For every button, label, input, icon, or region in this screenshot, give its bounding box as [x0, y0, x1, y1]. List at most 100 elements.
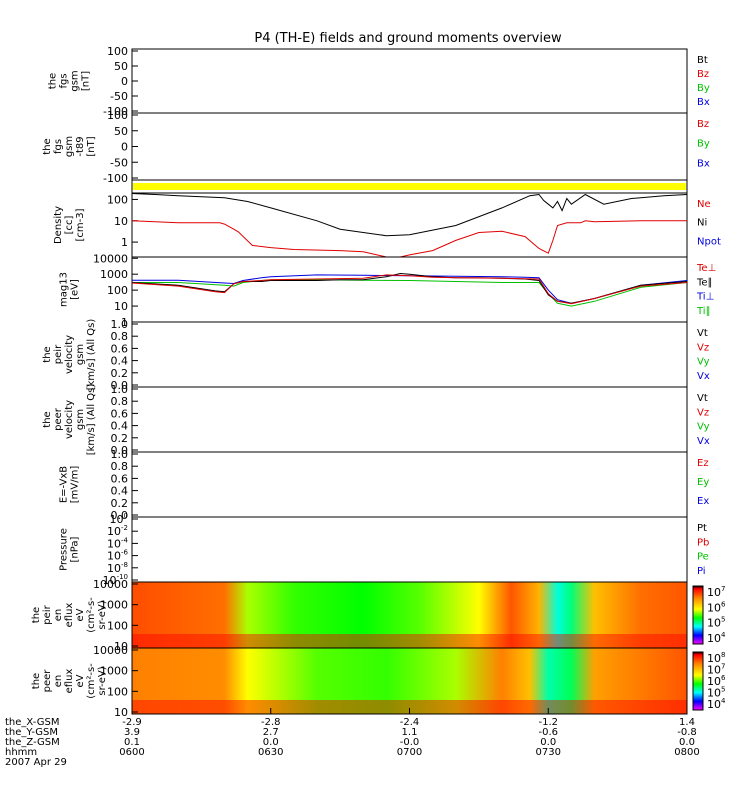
legend-Vy: Vy: [697, 422, 710, 433]
time-row-value: -0.8: [677, 727, 697, 738]
y-tick-label: -100: [103, 172, 128, 185]
y-axis-label: mag13: [59, 272, 70, 307]
panel-peer_velocity: 1.00.80.60.40.20.0 the peer velocity gsm [km/…: [42, 383, 710, 457]
y-tick-label: 0.0: [111, 444, 129, 457]
y-axis-label: [nT]: [86, 136, 97, 156]
colorbar-tick: 108: [707, 651, 725, 665]
y-tick-label: 10-8: [107, 561, 128, 575]
y-tick-label: 10: [114, 300, 128, 313]
series-Ne: [131, 220, 687, 258]
y-axis-label: [cm-3]: [75, 208, 86, 241]
legend-Ti⊥: Ti⊥: [696, 292, 714, 303]
y-tick-label: 0.8: [111, 330, 129, 343]
colorbar-tick: 104: [707, 697, 726, 711]
y-tick-label: 0.8: [111, 460, 129, 473]
series-Ti∥: [132, 279, 688, 307]
colorbar: [692, 651, 704, 711]
legend-Te∥: Te∥: [696, 277, 713, 288]
time-row-label: the_X-GSM: [5, 717, 59, 728]
panel-frame: [131, 48, 688, 114]
low-energy-band: [132, 634, 687, 648]
legend-Npot: Npot: [697, 236, 721, 247]
y-axis-label: the: [42, 138, 53, 154]
y-tick-label: 0: [121, 75, 128, 88]
panel-frame: [131, 192, 688, 258]
y-axis-label: sr-eV): [97, 666, 108, 695]
time-row-value: 0700: [397, 747, 422, 758]
time-row-value: 0730: [536, 747, 561, 758]
y-axis-label: the: [42, 411, 53, 427]
y-axis-label: en: [53, 675, 64, 688]
y-tick-label: 50: [114, 60, 128, 73]
y-tick-label: 100: [107, 193, 128, 206]
colorbar: [692, 585, 704, 645]
legend-Bx: Bx: [697, 158, 710, 169]
series-Ni: [131, 193, 688, 237]
y-tick-label: 0.6: [111, 407, 129, 420]
y-axis-label: the: [42, 346, 53, 362]
y-tick-label: 0.8: [111, 395, 129, 408]
y-tick-label: 10: [114, 215, 128, 228]
legend-Pb: Pb: [697, 537, 709, 548]
chart-title: P4 (TH-E) fields and ground moments over…: [254, 31, 562, 46]
y-axis-label: gsm: [64, 136, 75, 157]
legend-Te⊥: Te⊥: [696, 263, 716, 274]
y-tick-label: 50: [114, 125, 128, 138]
state-bar: [133, 183, 686, 190]
legend-Pe: Pe: [697, 552, 709, 563]
panel-frame: [131, 386, 688, 453]
panel-peir_velocity: 1.00.80.60.40.20.0 the peir velocity gsm [km/…: [42, 318, 710, 392]
y-tick-label: 0.6: [111, 342, 129, 355]
legend-Ni: Ni: [697, 218, 707, 229]
legend-Bt: Bt: [697, 55, 708, 66]
legend-Bz: Bz: [697, 119, 709, 130]
y-axis-label: eV: [75, 674, 86, 687]
y-tick-label: 10-4: [107, 536, 129, 550]
y-tick-label: 0.2: [111, 432, 129, 445]
legend-Ez: Ez: [697, 458, 709, 469]
legend-Vy: Vy: [697, 357, 710, 368]
panel-frame: [131, 112, 688, 181]
y-axis-label: [nPa]: [70, 536, 81, 562]
y-axis-label: eflux: [64, 603, 75, 628]
y-tick-label: -100: [103, 105, 128, 118]
legend-Pt: Pt: [697, 523, 707, 534]
panel-efield: 1.00.80.60.40.20.0 E=-VxB [mV/m] Ez Ey Ex: [59, 448, 710, 522]
legend-Vt: Vt: [697, 393, 708, 404]
y-axis-label: [mV/m]: [70, 466, 81, 504]
legend-Vt: Vt: [697, 328, 708, 339]
y-tick-label: 0.6: [111, 472, 129, 485]
y-axis-label: velocity: [64, 335, 75, 374]
spectrogram: [132, 648, 687, 714]
y-tick-label: 0.4: [111, 420, 129, 433]
legend-Vz: Vz: [697, 407, 709, 418]
y-tick-label: 10000: [93, 252, 128, 265]
legend-Vz: Vz: [697, 342, 709, 353]
y-axis-label: [eV]: [70, 279, 81, 300]
y-axis-label: fgs: [53, 139, 64, 154]
y-axis-label: gsm: [70, 70, 81, 91]
time-row-value: 0630: [258, 747, 283, 758]
legend-Ne: Ne: [697, 199, 711, 210]
legend-Vx: Vx: [697, 436, 710, 447]
time-row-value: -0.0: [400, 737, 420, 748]
colorbar-tick: 105: [707, 686, 725, 700]
legend-Bx: Bx: [697, 97, 710, 108]
y-axis-label: fgs: [59, 73, 70, 88]
time-row-value: 0.1: [124, 737, 140, 748]
panel-frame: [131, 451, 688, 518]
legend-By: By: [697, 139, 710, 150]
y-axis-label: gsm: [75, 344, 86, 365]
y-tick-label: 10-10: [103, 573, 128, 587]
y-axis-label: peir: [53, 344, 64, 364]
y-axis-label: sr-eV): [97, 600, 108, 629]
y-axis-label: eflux: [64, 669, 75, 694]
legend-Ti∥: Ti∥: [696, 306, 711, 317]
y-tick-label: 100: [107, 45, 128, 58]
panel-density: 100 10 1 Density [cc] [cm-3] Ne Ni Npot: [53, 192, 721, 258]
time-row-value: 0.0: [540, 737, 556, 748]
